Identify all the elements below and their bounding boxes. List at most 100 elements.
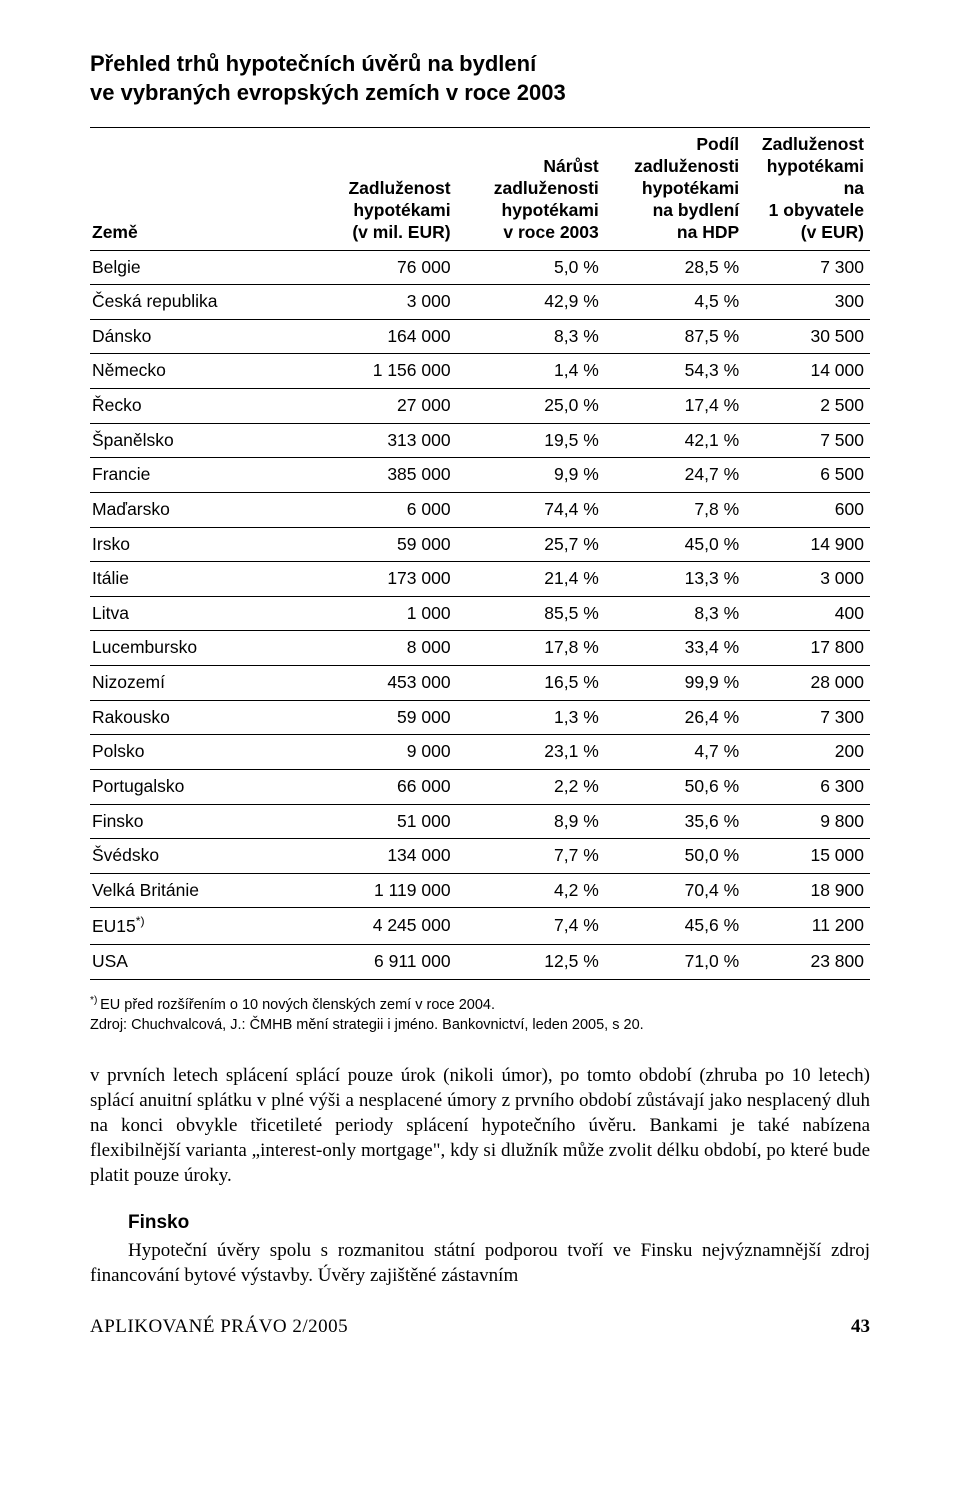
cell-value: 7 500 bbox=[745, 423, 870, 458]
cell-value: 6 300 bbox=[745, 769, 870, 804]
cell-value: 19,5 % bbox=[457, 423, 605, 458]
cell-value: 54,3 % bbox=[605, 354, 745, 389]
cell-value: 7,4 % bbox=[457, 908, 605, 944]
table-header-row: Země Zadluženosthypotékami(v mil. EUR) N… bbox=[90, 128, 870, 250]
cell-value: 313 000 bbox=[308, 423, 456, 458]
cell-value: 6 911 000 bbox=[308, 944, 456, 979]
header-debt-total: Zadluženosthypotékami(v mil. EUR) bbox=[308, 128, 456, 250]
cell-value: 99,9 % bbox=[605, 666, 745, 701]
footnote-eu15: *) EU před rozšířením o 10 nových člensk… bbox=[90, 994, 870, 1015]
table-row: Maďarsko6 00074,4 %7,8 %600 bbox=[90, 492, 870, 527]
cell-value: 9 000 bbox=[308, 735, 456, 770]
cell-value: 23 800 bbox=[745, 944, 870, 979]
cell-value: 24,7 % bbox=[605, 458, 745, 493]
cell-value: 7 300 bbox=[745, 250, 870, 285]
cell-country: Nizozemí bbox=[90, 666, 308, 701]
cell-value: 8,9 % bbox=[457, 804, 605, 839]
cell-value: 23,1 % bbox=[457, 735, 605, 770]
cell-country: EU15*) bbox=[90, 908, 308, 944]
header-country: Země bbox=[90, 128, 308, 250]
subheading-finsko: Finsko bbox=[128, 1210, 870, 1236]
table-row: Belgie76 0005,0 %28,5 %7 300 bbox=[90, 250, 870, 285]
page-title: Přehled trhů hypotečních úvěrů na bydlen… bbox=[90, 50, 870, 107]
cell-value: 74,4 % bbox=[457, 492, 605, 527]
cell-value: 1 156 000 bbox=[308, 354, 456, 389]
table-row: Polsko9 00023,1 %4,7 %200 bbox=[90, 735, 870, 770]
cell-value: 385 000 bbox=[308, 458, 456, 493]
cell-value: 4,5 % bbox=[605, 285, 745, 320]
table-row: Německo1 156 0001,4 %54,3 %14 000 bbox=[90, 354, 870, 389]
cell-country: Lucembursko bbox=[90, 631, 308, 666]
cell-country: Řecko bbox=[90, 389, 308, 424]
cell-value: 21,4 % bbox=[457, 562, 605, 597]
cell-value: 11 200 bbox=[745, 908, 870, 944]
header-per-capita: Zadluženosthypotékamina1 obyvatele(v EUR… bbox=[745, 128, 870, 250]
cell-value: 4 245 000 bbox=[308, 908, 456, 944]
cell-country: Belgie bbox=[90, 250, 308, 285]
cell-value: 50,6 % bbox=[605, 769, 745, 804]
table-row: Itálie173 00021,4 %13,3 %3 000 bbox=[90, 562, 870, 597]
cell-value: 4,7 % bbox=[605, 735, 745, 770]
mortgage-table: Země Zadluženosthypotékami(v mil. EUR) N… bbox=[90, 127, 870, 979]
cell-value: 14 000 bbox=[745, 354, 870, 389]
cell-country: Velká Británie bbox=[90, 873, 308, 908]
table-row: Rakousko59 0001,3 %26,4 %7 300 bbox=[90, 700, 870, 735]
cell-value: 134 000 bbox=[308, 839, 456, 874]
cell-value: 3 000 bbox=[745, 562, 870, 597]
table-row: Litva1 00085,5 %8,3 %400 bbox=[90, 596, 870, 631]
cell-value: 35,6 % bbox=[605, 804, 745, 839]
cell-country: Portugalsko bbox=[90, 769, 308, 804]
cell-value: 14 900 bbox=[745, 527, 870, 562]
cell-value: 70,4 % bbox=[605, 873, 745, 908]
cell-value: 87,5 % bbox=[605, 319, 745, 354]
cell-value: 8 000 bbox=[308, 631, 456, 666]
cell-country: USA bbox=[90, 944, 308, 979]
title-line-1: Přehled trhů hypotečních úvěrů na bydlen… bbox=[90, 51, 536, 76]
cell-value: 25,0 % bbox=[457, 389, 605, 424]
cell-country: Itálie bbox=[90, 562, 308, 597]
cell-country: Švédsko bbox=[90, 839, 308, 874]
cell-value: 33,4 % bbox=[605, 631, 745, 666]
cell-value: 12,5 % bbox=[457, 944, 605, 979]
cell-country: Německo bbox=[90, 354, 308, 389]
cell-value: 9 800 bbox=[745, 804, 870, 839]
cell-country: Španělsko bbox=[90, 423, 308, 458]
cell-value: 45,6 % bbox=[605, 908, 745, 944]
table-row: Irsko59 00025,7 %45,0 %14 900 bbox=[90, 527, 870, 562]
cell-value: 28,5 % bbox=[605, 250, 745, 285]
table-row: Dánsko164 0008,3 %87,5 %30 500 bbox=[90, 319, 870, 354]
table-row: Španělsko313 00019,5 %42,1 %7 500 bbox=[90, 423, 870, 458]
footnote-marker: *) bbox=[90, 995, 100, 1006]
footnote-source: Zdroj: Chuchvalcová, J.: ČMHB mění strat… bbox=[90, 1015, 870, 1035]
cell-country: Irsko bbox=[90, 527, 308, 562]
cell-country: Maďarsko bbox=[90, 492, 308, 527]
cell-value: 300 bbox=[745, 285, 870, 320]
cell-value: 8,3 % bbox=[457, 319, 605, 354]
table-row: Nizozemí453 00016,5 %99,9 %28 000 bbox=[90, 666, 870, 701]
cell-value: 400 bbox=[745, 596, 870, 631]
cell-value: 3 000 bbox=[308, 285, 456, 320]
body-paragraph-1: v prvních letech splácení splácí pouze ú… bbox=[90, 1063, 870, 1188]
cell-value: 7,8 % bbox=[605, 492, 745, 527]
table-row: Řecko27 00025,0 %17,4 %2 500 bbox=[90, 389, 870, 424]
cell-country: Česká republika bbox=[90, 285, 308, 320]
footnotes: *) EU před rozšířením o 10 nových člensk… bbox=[90, 994, 870, 1035]
cell-value: 16,5 % bbox=[457, 666, 605, 701]
table-row: USA6 911 00012,5 %71,0 %23 800 bbox=[90, 944, 870, 979]
cell-value: 30 500 bbox=[745, 319, 870, 354]
cell-value: 71,0 % bbox=[605, 944, 745, 979]
cell-value: 25,7 % bbox=[457, 527, 605, 562]
cell-value: 66 000 bbox=[308, 769, 456, 804]
cell-value: 173 000 bbox=[308, 562, 456, 597]
cell-value: 200 bbox=[745, 735, 870, 770]
footer-page-number: 43 bbox=[851, 1314, 870, 1340]
cell-value: 17,8 % bbox=[457, 631, 605, 666]
header-growth: Nárůstzadluženostihypotékamiv roce 2003 bbox=[457, 128, 605, 250]
cell-value: 4,2 % bbox=[457, 873, 605, 908]
cell-value: 600 bbox=[745, 492, 870, 527]
cell-value: 2,2 % bbox=[457, 769, 605, 804]
cell-value: 51 000 bbox=[308, 804, 456, 839]
cell-country: Finsko bbox=[90, 804, 308, 839]
cell-value: 6 500 bbox=[745, 458, 870, 493]
cell-value: 1 000 bbox=[308, 596, 456, 631]
